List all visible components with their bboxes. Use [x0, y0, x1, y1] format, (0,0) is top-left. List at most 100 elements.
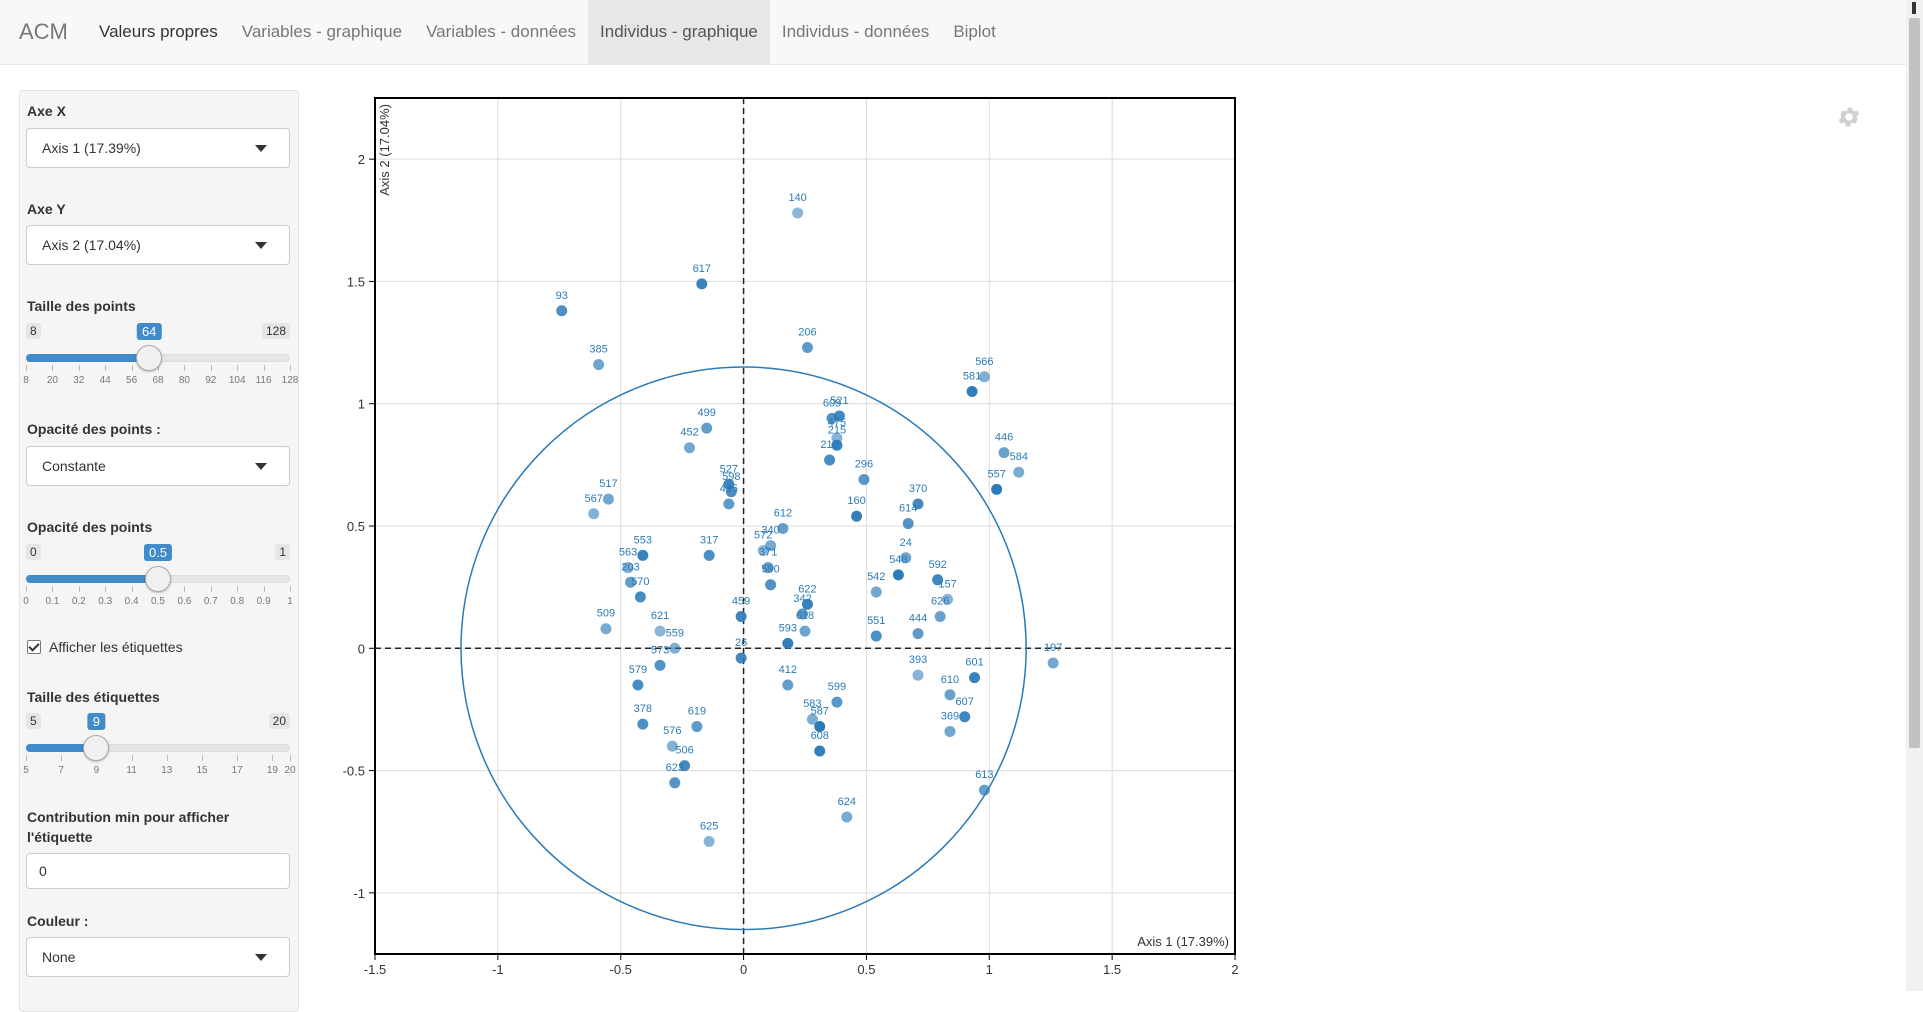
data-point-label: 517 [599, 478, 617, 490]
data-point[interactable] [679, 760, 691, 772]
data-point[interactable] [632, 679, 644, 691]
opacite-mode-select[interactable]: Constante [26, 446, 290, 486]
data-point[interactable] [814, 745, 826, 757]
data-point[interactable] [782, 637, 794, 649]
data-point[interactable] [841, 811, 853, 823]
slider-max-label: 1 [275, 544, 290, 560]
data-point[interactable] [831, 439, 843, 451]
data-point[interactable] [900, 552, 912, 564]
couleur-value: None [42, 949, 76, 965]
data-point[interactable] [858, 474, 870, 486]
app-brand[interactable]: ACM [19, 19, 68, 44]
data-point[interactable] [978, 371, 990, 383]
data-point[interactable] [797, 608, 809, 620]
data-point[interactable] [814, 721, 826, 733]
data-point[interactable] [998, 447, 1010, 459]
data-point[interactable] [870, 630, 882, 642]
data-point[interactable] [654, 625, 666, 637]
axe-y-value: Axis 2 (17.04%) [42, 237, 141, 253]
data-point[interactable] [600, 623, 612, 635]
gear-icon[interactable] [1836, 104, 1862, 130]
data-point[interactable] [824, 454, 836, 466]
data-point[interactable] [669, 642, 681, 654]
slider-handle[interactable] [136, 345, 163, 371]
data-point[interactable] [634, 591, 646, 603]
data-point[interactable] [801, 598, 813, 610]
data-point[interactable] [703, 549, 715, 561]
afficher-etiquettes-row[interactable]: Afficher les étiquettes [27, 639, 183, 655]
data-point[interactable] [932, 574, 944, 586]
data-point-label: 415 [720, 483, 738, 495]
data-point[interactable] [777, 522, 789, 534]
data-point[interactable] [637, 549, 649, 561]
data-point[interactable] [826, 412, 838, 424]
data-point[interactable] [654, 659, 666, 671]
tab-variables-donnees[interactable]: Variables - données [426, 22, 577, 41]
data-point[interactable] [892, 569, 904, 581]
data-point[interactable] [593, 359, 605, 371]
tab-individus-graphique[interactable]: Individus - graphique [588, 0, 770, 64]
tab-biplot[interactable]: Biplot [953, 22, 996, 41]
data-point[interactable] [969, 672, 981, 684]
axe-y-select[interactable]: Axis 2 (17.04%) [26, 225, 290, 265]
data-point[interactable] [942, 593, 954, 605]
data-point[interactable] [723, 498, 735, 510]
data-point[interactable] [870, 586, 882, 598]
data-point[interactable] [978, 784, 990, 796]
data-point[interactable] [934, 610, 946, 622]
tab-individus-donnees[interactable]: Individus - données [781, 22, 930, 41]
data-point[interactable] [851, 510, 863, 522]
contribution-min-input[interactable]: 0 [26, 853, 290, 889]
data-point[interactable] [801, 341, 813, 353]
data-point[interactable] [762, 562, 774, 574]
data-point[interactable] [1013, 466, 1025, 478]
data-point[interactable] [902, 518, 914, 530]
data-point[interactable] [696, 278, 708, 290]
data-point[interactable] [757, 544, 769, 556]
data-point[interactable] [799, 625, 811, 637]
data-point[interactable] [959, 711, 971, 723]
axe-x-select[interactable]: Axis 1 (17.39%) [26, 128, 290, 168]
data-point[interactable] [912, 498, 924, 510]
data-point[interactable] [991, 483, 1003, 495]
data-point[interactable] [1047, 657, 1059, 669]
slider-handle[interactable] [145, 566, 171, 592]
tab-valeurs-propres[interactable]: Valeurs propres [99, 22, 218, 41]
data-point[interactable] [637, 718, 649, 730]
data-point[interactable] [703, 835, 715, 847]
data-point[interactable] [765, 579, 777, 591]
data-point[interactable] [944, 689, 956, 701]
couleur-select[interactable]: None [26, 937, 290, 977]
data-point[interactable] [625, 576, 637, 588]
taille-points-slider[interactable]: 8 128 64 8 20 32 44 56 68 80 92 104 116 128 [23, 323, 298, 398]
data-point[interactable] [792, 207, 804, 219]
data-point[interactable] [806, 713, 818, 725]
data-point[interactable] [666, 740, 678, 752]
data-point[interactable] [735, 610, 747, 622]
data-point[interactable] [669, 777, 681, 789]
data-point[interactable] [556, 305, 568, 317]
slider-handle[interactable] [83, 735, 110, 761]
data-point[interactable] [735, 652, 747, 664]
scrollbar-thumb[interactable] [1909, 18, 1920, 748]
afficher-etiquettes-checkbox[interactable] [27, 640, 41, 654]
data-point[interactable] [701, 422, 713, 434]
vertical-scrollbar[interactable] [1906, 0, 1923, 991]
opacite-slider[interactable]: 0 1 0.5 0 0.1 0.2 0.3 0.4 0.5 0.6 0.7 0.8 0.9 1 [23, 544, 293, 619]
data-point[interactable] [622, 562, 634, 574]
data-point[interactable] [912, 628, 924, 640]
data-point[interactable] [944, 725, 956, 737]
data-point[interactable] [691, 721, 703, 733]
taille-etiquettes-slider[interactable]: 5 20 9 5 7 9 11 13 15 17 19 20 [23, 713, 296, 788]
slider-tick [263, 365, 265, 371]
data-point[interactable] [966, 385, 978, 397]
data-point[interactable] [602, 493, 614, 505]
data-point[interactable] [588, 508, 600, 520]
data-point[interactable] [831, 696, 843, 708]
data-point[interactable] [782, 679, 794, 691]
data-point[interactable] [912, 669, 924, 681]
data-point[interactable] [725, 486, 737, 498]
tab-variables-graphique[interactable]: Variables - graphique [241, 22, 403, 41]
data-point[interactable] [684, 442, 696, 454]
